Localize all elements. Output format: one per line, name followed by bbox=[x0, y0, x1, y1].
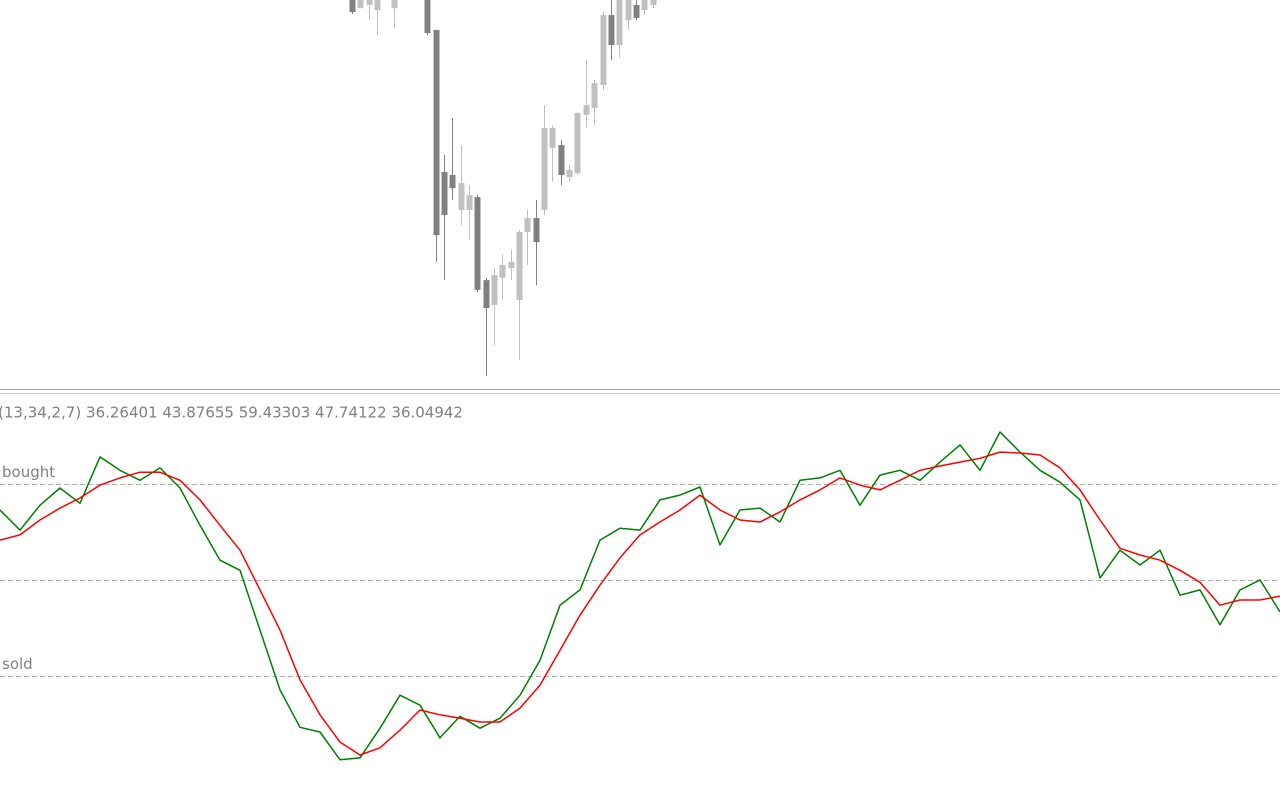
candle-body bbox=[458, 183, 465, 210]
candle-body bbox=[483, 280, 490, 309]
candle-body bbox=[349, 0, 356, 13]
candle-body bbox=[466, 195, 473, 210]
candle-body bbox=[449, 174, 456, 189]
candle-body bbox=[549, 128, 556, 148]
candle-body bbox=[574, 112, 581, 174]
indicator-line bbox=[0, 431, 1280, 761]
candle-body bbox=[633, 5, 640, 18]
candle-body bbox=[508, 261, 515, 269]
candle-body bbox=[391, 0, 398, 9]
candle-body bbox=[516, 232, 523, 300]
candle-body bbox=[424, 0, 431, 33]
indicator-line bbox=[0, 451, 1280, 756]
candle-body bbox=[566, 169, 573, 177]
candle-body bbox=[357, 0, 364, 9]
candle-body bbox=[641, 0, 648, 11]
candle-body bbox=[491, 275, 498, 305]
candle-body bbox=[558, 145, 565, 175]
candle-body bbox=[433, 29, 440, 236]
candle-body bbox=[524, 218, 531, 233]
candle-body bbox=[541, 128, 548, 210]
candle-body bbox=[499, 265, 506, 278]
candle-body bbox=[608, 15, 615, 46]
candle-body bbox=[474, 197, 481, 290]
candle-body bbox=[441, 171, 448, 215]
candle-body bbox=[533, 218, 540, 243]
candle-body bbox=[583, 105, 590, 115]
level-label: sold bbox=[2, 655, 33, 673]
candle-body bbox=[591, 83, 598, 108]
candle-body bbox=[600, 15, 607, 85]
candle-body bbox=[616, 0, 623, 46]
candle-body bbox=[625, 0, 632, 21]
candle-body bbox=[366, 0, 373, 6]
indicator-legend: (13,34,2,7) 36.26401 43.87655 59.43303 4… bbox=[0, 404, 463, 422]
candle-body bbox=[650, 0, 657, 6]
candle-body bbox=[374, 0, 381, 11]
level-label: bought bbox=[2, 463, 55, 481]
